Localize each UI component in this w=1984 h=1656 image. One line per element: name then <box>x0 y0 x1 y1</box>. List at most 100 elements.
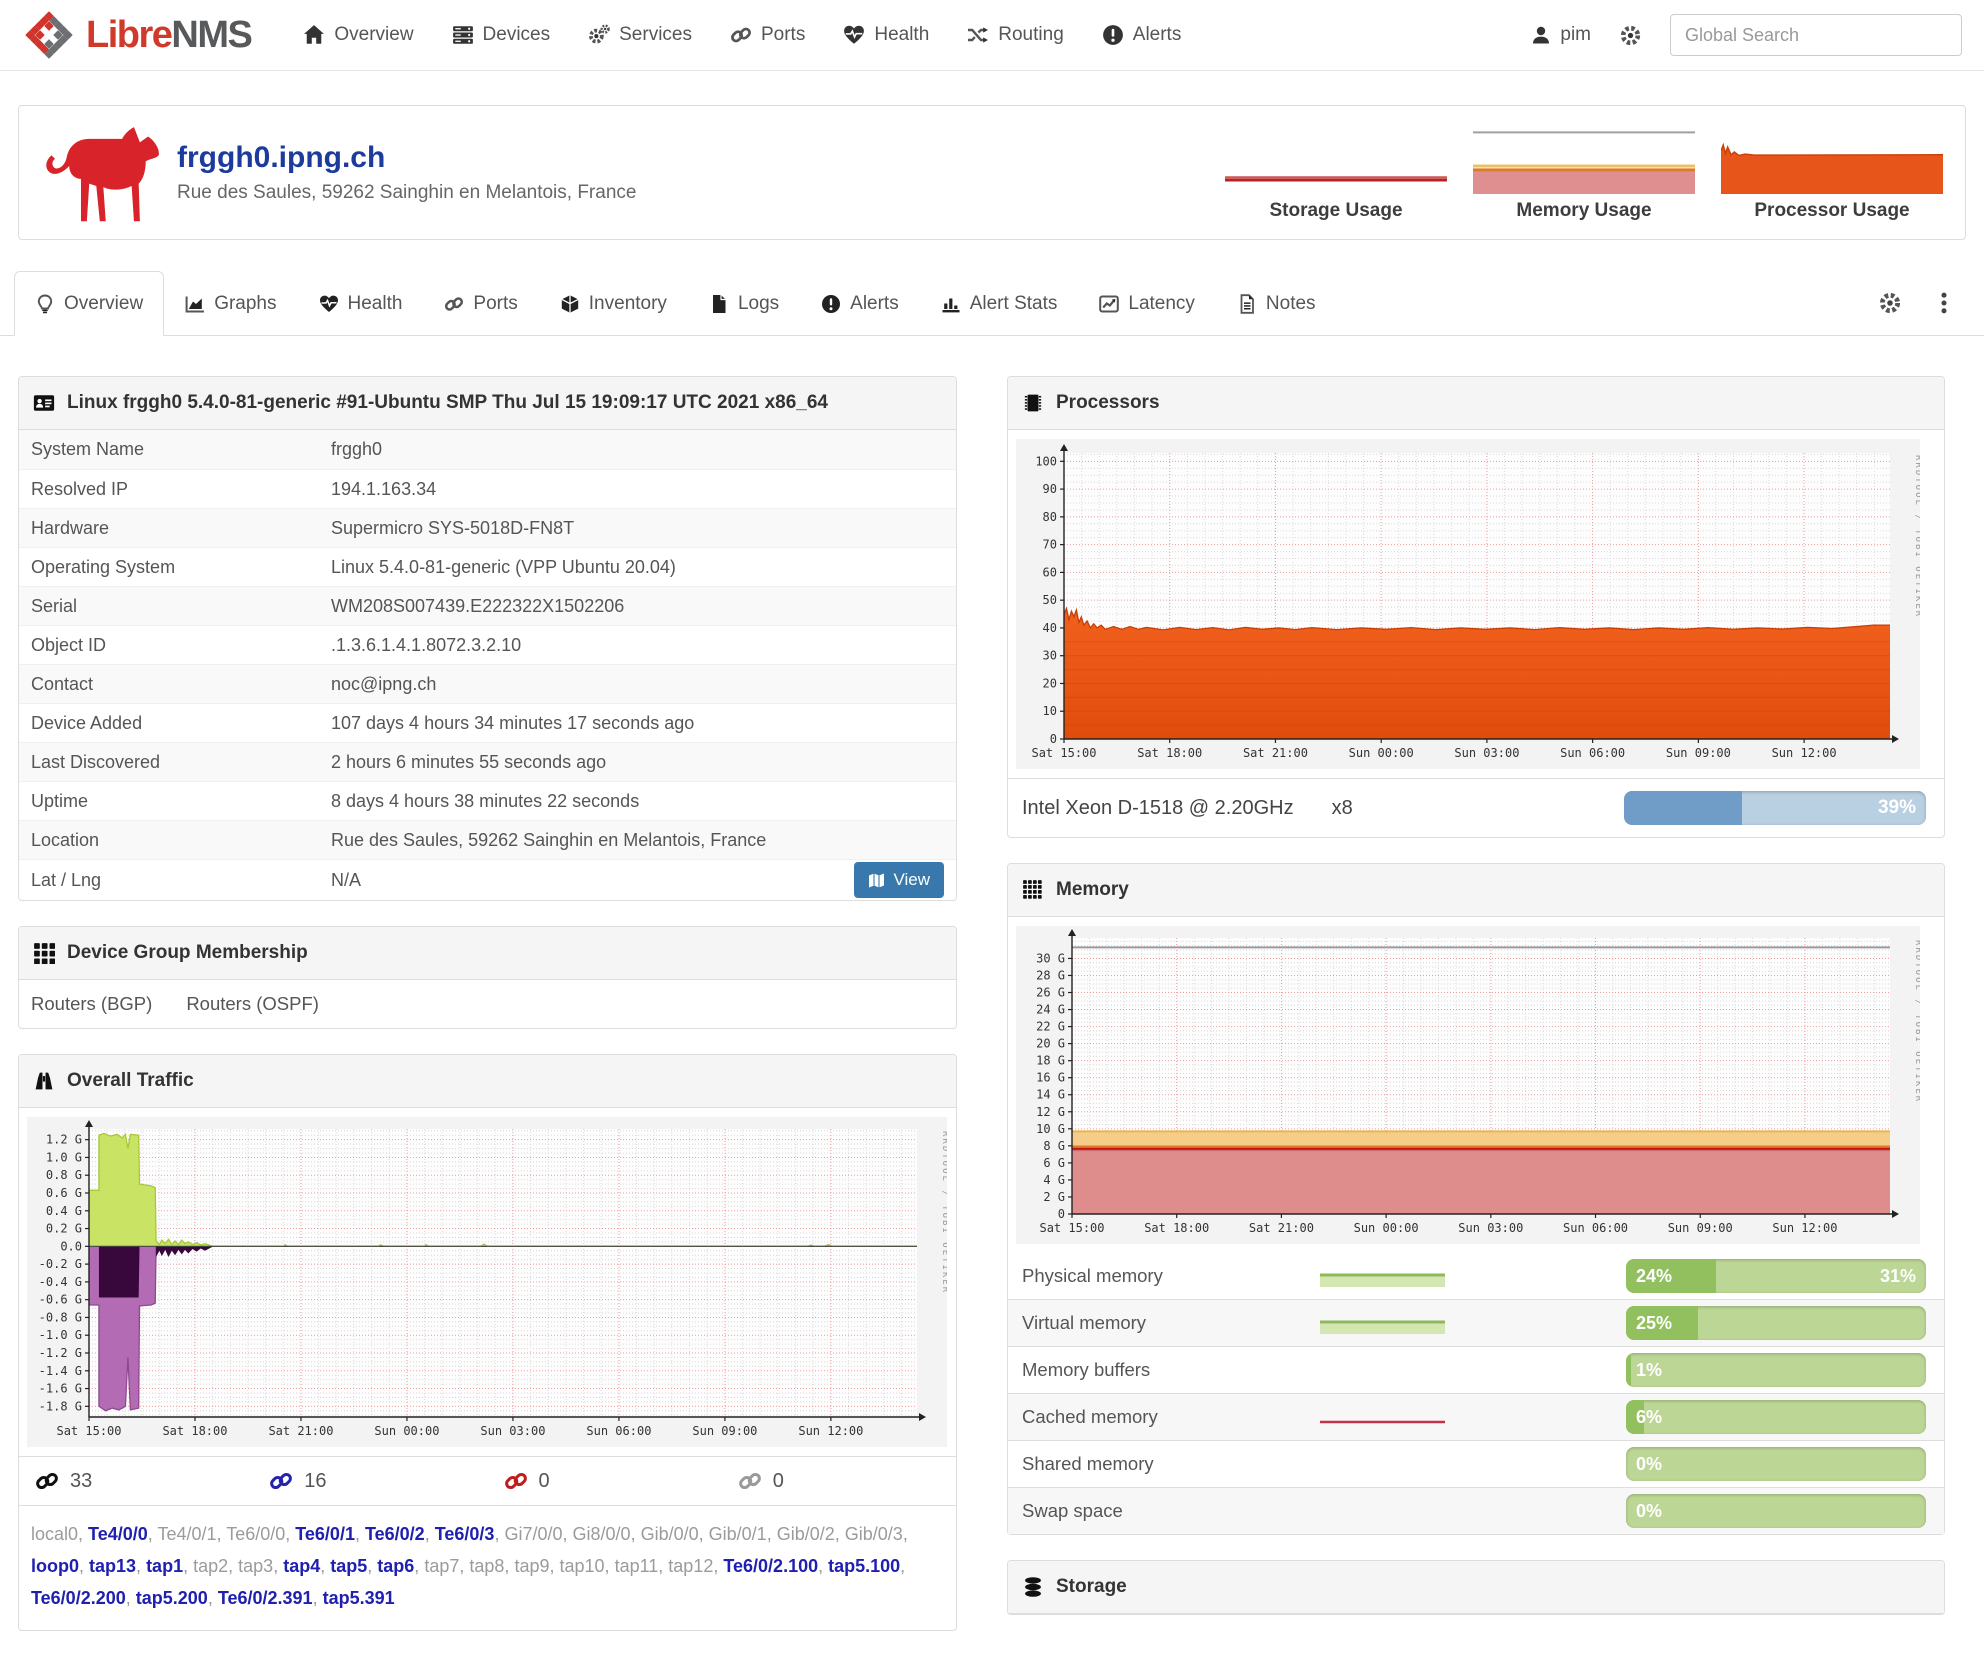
svg-text:0.0: 0.0 <box>60 1239 82 1253</box>
port-link[interactable]: local0 <box>31 1524 79 1544</box>
port-link[interactable]: Te6/0/2.200 <box>31 1588 126 1609</box>
nav-item-label: Routing <box>998 24 1064 45</box>
port-link[interactable]: Gib/0/0 <box>640 1524 699 1544</box>
tab-latency[interactable]: Latency <box>1078 271 1216 336</box>
port-link[interactable]: Te4/0/0 <box>88 1524 148 1544</box>
port-link[interactable]: tap11 <box>614 1556 659 1577</box>
tab-alert-stats[interactable]: Alert Stats <box>920 271 1079 336</box>
tab-overview[interactable]: Overview <box>14 271 165 336</box>
port-link[interactable]: Gib/0/1 <box>708 1524 767 1544</box>
global-search-input[interactable] <box>1670 14 1962 56</box>
port-link[interactable]: tap3 <box>238 1556 274 1577</box>
port-link[interactable]: tap13 <box>89 1556 137 1577</box>
nav-item-health[interactable]: Health <box>843 24 929 46</box>
port-link[interactable]: Gib/0/3 <box>844 1524 903 1544</box>
port-link[interactable]: tap10 <box>559 1556 605 1577</box>
svg-text:90: 90 <box>1043 482 1057 496</box>
settings-gear-icon[interactable] <box>1619 24 1642 47</box>
librenms-logo[interactable]: LibreNMS <box>22 8 253 62</box>
port-link[interactable]: Te6/0/0 <box>226 1524 286 1544</box>
nav-item-overview[interactable]: Overview <box>303 24 414 46</box>
device-group-link[interactable]: Routers (BGP) <box>31 993 153 1014</box>
tab-health[interactable]: Health <box>298 271 424 336</box>
port-count-item[interactable]: 0 <box>722 1469 956 1493</box>
port-link[interactable]: tap5 <box>330 1556 368 1577</box>
port-link[interactable]: tap5.200 <box>135 1588 208 1609</box>
port-link[interactable]: tap5.391 <box>322 1588 395 1609</box>
mini-graph-storage-usage[interactable]: Storage Usage <box>1225 124 1447 222</box>
svg-text:16 G: 16 G <box>1036 1071 1065 1085</box>
port-link[interactable]: Gi8/0/0 <box>572 1524 631 1544</box>
port-link[interactable]: Te4/0/1 <box>157 1524 217 1544</box>
mini-graph-label: Processor Usage <box>1754 199 1910 221</box>
svg-text:Sat 15:00: Sat 15:00 <box>1031 746 1096 760</box>
device-hostname[interactable]: frggh0.ipng.ch <box>177 141 386 174</box>
port-count-value: 33 <box>70 1469 93 1492</box>
port-link[interactable]: tap2 <box>193 1556 229 1577</box>
port-link[interactable]: tap12 <box>668 1556 714 1577</box>
nav-item-devices[interactable]: Devices <box>452 24 551 46</box>
view-location-button[interactable]: View <box>854 862 944 898</box>
port-link[interactable]: tap6 <box>377 1556 415 1577</box>
kebab-menu-icon[interactable] <box>1932 291 1956 315</box>
port-link[interactable]: Te6/0/2.391 <box>217 1588 313 1609</box>
system-info-row: Operating System Linux 5.4.0-81-generic (… <box>19 547 956 586</box>
memory-row: Cached memory 6% <box>1008 1393 1944 1440</box>
tab-graphs[interactable]: Graphs <box>164 271 297 336</box>
svg-text:-0.6 G: -0.6 G <box>39 1293 82 1307</box>
nav-item-services[interactable]: Services <box>588 24 692 46</box>
port-link[interactable]: tap7 <box>424 1556 460 1577</box>
port-link[interactable]: Gib/0/2 <box>776 1524 835 1544</box>
svg-text:Sat 18:00: Sat 18:00 <box>1144 1221 1209 1235</box>
nav-item-alerts[interactable]: Alerts <box>1102 24 1181 46</box>
tab-ports[interactable]: Ports <box>423 271 538 336</box>
nav-item-label: Devices <box>482 24 551 45</box>
cpu-usage-bar: 39% <box>1624 791 1926 825</box>
traffic-rrd-graph[interactable]: 1.2 G 1.0 G 0.8 G 0.6 G 0.4 G 0.2 G 0.0 -0.2 G -… <box>27 1117 947 1447</box>
port-link[interactable]: tap9 <box>514 1556 550 1577</box>
tab-notes[interactable]: Notes <box>1216 271 1337 336</box>
svg-text:30 G: 30 G <box>1036 951 1065 965</box>
mini-graph-label: Memory Usage <box>1516 199 1652 221</box>
port-link[interactable]: tap8 <box>469 1556 505 1577</box>
link-icon <box>504 1469 528 1493</box>
cpu-usage-percent: 39% <box>1877 797 1916 818</box>
file-icon <box>709 294 729 314</box>
memory-rrd-graph[interactable]: 30 G 28 G 26 G 24 G 22 G 20 G 18 G 16 G 14 G 12 G… <box>1016 926 1920 1244</box>
svg-text:40: 40 <box>1043 621 1057 635</box>
port-link[interactable]: tap5.100 <box>828 1556 901 1577</box>
user-menu[interactable]: pim <box>1531 24 1591 46</box>
port-count-item[interactable]: 33 <box>19 1469 253 1493</box>
right-column: Processors 100 90 80 70 60 50 40 30 20 10 0 Sat 15:… <box>1007 376 1945 1615</box>
device-location: Rue des Saules, 59262 Sainghin en Melant… <box>177 182 637 203</box>
cpu-model: Intel Xeon D-1518 @ 2.20GHz <box>1022 796 1294 819</box>
port-count-item[interactable]: 16 <box>253 1469 487 1493</box>
port-link[interactable]: tap4 <box>283 1556 321 1577</box>
device-group-link[interactable]: Routers (OSPF) <box>186 993 319 1014</box>
port-count-item[interactable]: 0 <box>488 1469 722 1493</box>
memory-row-label: Physical memory <box>1022 1265 1163 1286</box>
memory-sparkline <box>1320 1500 1445 1522</box>
memory-graph-wrap: 30 G 28 G 26 G 24 G 22 G 20 G 18 G 16 G 14 G 12 G… <box>1008 917 1944 1253</box>
mini-graph-processor-usage[interactable]: Processor Usage <box>1721 124 1943 222</box>
tab-logs[interactable]: Logs <box>688 271 800 336</box>
system-info-label: Operating System <box>31 556 176 577</box>
port-link[interactable]: loop0 <box>31 1556 79 1577</box>
device-settings-gear-icon[interactable] <box>1878 291 1902 315</box>
memory-usage-percent: 25% <box>1636 1312 1673 1333</box>
tab-inventory[interactable]: Inventory <box>539 271 688 336</box>
mini-graph-memory-usage[interactable]: Memory Usage <box>1473 124 1695 222</box>
system-info-row: Object ID .1.3.6.1.4.1.8072.3.2.10 <box>19 625 956 664</box>
tab-alerts[interactable]: Alerts <box>800 271 920 336</box>
port-link[interactable]: Te6/0/3 <box>434 1524 495 1544</box>
nav-item-routing[interactable]: Routing <box>967 24 1064 46</box>
port-link[interactable]: tap1 <box>146 1556 184 1577</box>
port-link[interactable]: Te6/0/1 <box>295 1524 355 1544</box>
port-link[interactable]: Te6/0/2.100 <box>723 1556 819 1577</box>
port-link[interactable]: Gi7/0/0 <box>504 1524 563 1544</box>
link-icon <box>35 1469 59 1493</box>
nav-item-ports[interactable]: Ports <box>730 24 805 46</box>
nav-item-label: Services <box>619 24 692 45</box>
port-link[interactable]: Te6/0/2 <box>364 1524 425 1544</box>
